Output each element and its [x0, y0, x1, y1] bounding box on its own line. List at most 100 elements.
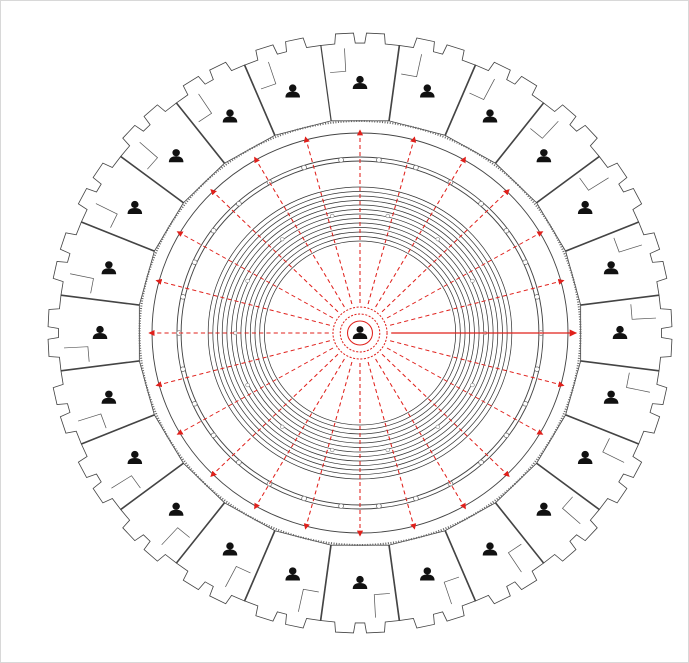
person-body [168, 156, 184, 163]
person-head [540, 502, 548, 510]
cell-alcove [161, 527, 190, 546]
person-body [127, 208, 143, 214]
person-head [105, 390, 113, 398]
person-icon [168, 502, 184, 516]
person-icon [168, 149, 184, 163]
sight-line [155, 340, 330, 388]
cell-alcove [626, 372, 650, 393]
person-body [285, 91, 300, 98]
person-body [352, 583, 368, 589]
sight-line [155, 278, 330, 326]
cell-alcove [260, 61, 277, 90]
column [413, 164, 419, 171]
person-icon [285, 84, 300, 98]
sight-line [253, 358, 345, 510]
inner-column [330, 447, 335, 453]
person-head [226, 542, 234, 550]
cell-partition [60, 294, 140, 306]
column [236, 459, 242, 465]
inner-column [245, 382, 250, 388]
person-head [356, 75, 364, 84]
column [534, 294, 540, 300]
guard-ring [347, 320, 373, 346]
column [191, 259, 198, 265]
cell-alcove [530, 120, 559, 139]
person-icon [420, 84, 435, 98]
cell-partition [536, 155, 600, 204]
inner-column [280, 424, 285, 429]
person-head [96, 325, 104, 334]
person-body [222, 549, 238, 556]
person-body [352, 333, 368, 339]
cell-partition [580, 294, 660, 306]
person-head [423, 84, 432, 92]
sight-line [390, 340, 565, 388]
column [478, 459, 484, 465]
person-icon [285, 567, 300, 581]
cell-partition [444, 64, 477, 136]
cell [580, 294, 673, 372]
person-body [168, 509, 184, 516]
person-body [482, 549, 498, 556]
cell-partition [81, 221, 155, 252]
person-head [356, 326, 364, 333]
column [301, 164, 307, 171]
person-body [420, 91, 435, 98]
column [522, 401, 529, 407]
inner-column [330, 213, 335, 219]
cell-alcove [77, 413, 107, 429]
cell [536, 155, 643, 252]
cell-alcove [507, 543, 522, 573]
person-head [486, 542, 494, 550]
column [376, 503, 382, 509]
person-icon [101, 261, 117, 275]
person-icon [577, 200, 593, 214]
sight-line [375, 358, 467, 510]
cell-alcove [111, 475, 141, 489]
cell-alcove [613, 237, 643, 253]
cell-partition [494, 502, 545, 564]
cell-partition [120, 155, 184, 204]
person-head [356, 575, 364, 584]
inner-column [385, 447, 390, 453]
person-icon [127, 200, 143, 214]
person-head [607, 390, 615, 398]
cell-alcove [225, 565, 251, 588]
column [210, 432, 217, 438]
person-body [603, 268, 619, 275]
person-icon [222, 542, 238, 556]
guard-ring [332, 306, 388, 360]
cell-partition [580, 360, 660, 372]
cell-alcove [561, 496, 581, 524]
person-body [612, 333, 628, 339]
sight-line [210, 353, 339, 477]
sight-line [367, 361, 417, 530]
inner-column [245, 278, 250, 284]
column [210, 228, 217, 234]
inner-column [470, 382, 475, 388]
column [191, 401, 198, 407]
person-head [105, 261, 113, 269]
person-icon [222, 109, 238, 123]
person-body [285, 574, 300, 581]
cell-partition [243, 64, 276, 136]
cell [388, 530, 477, 629]
cell-partition [175, 502, 226, 564]
person-icon [536, 502, 552, 516]
person-icon [536, 149, 552, 163]
cell-partition [388, 45, 401, 121]
person-icon [420, 567, 435, 581]
inner-column [385, 213, 390, 219]
person-icon [482, 542, 498, 556]
person-body [577, 458, 593, 464]
cell-partition [81, 414, 155, 445]
inner-column [470, 278, 475, 284]
person-body [127, 458, 143, 464]
cell-partition [319, 545, 332, 621]
inner-column [435, 424, 440, 429]
column [413, 495, 419, 502]
cell [175, 502, 276, 605]
person-head [131, 200, 139, 209]
column [338, 157, 344, 163]
